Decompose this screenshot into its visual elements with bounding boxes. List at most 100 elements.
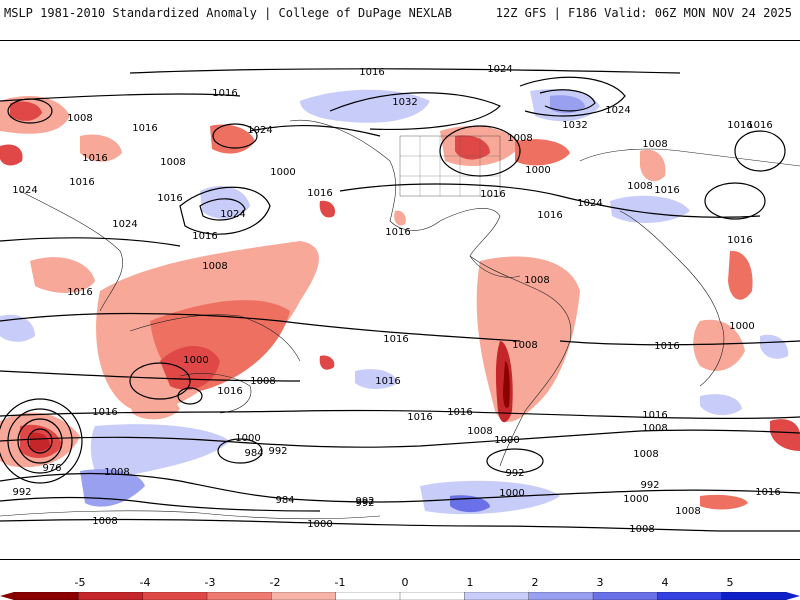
isobar-label: 1016 <box>727 235 752 246</box>
isobar-label: 1008 <box>250 376 275 387</box>
colorbar-tick-label: 2 <box>531 576 539 589</box>
isobar-label: 1000 <box>499 488 524 499</box>
colorbar-tick-label: -1 <box>334 576 346 589</box>
isobar-label: 1008 <box>524 275 549 286</box>
colorbar-tick-label: -5 <box>74 576 86 589</box>
isobar-label: 1016 <box>307 188 332 199</box>
isobar-label: 1000 <box>307 519 332 530</box>
isobar-label: 1008 <box>104 467 129 478</box>
colorbar <box>0 592 800 600</box>
isobar-label: 1016 <box>537 210 562 221</box>
colorbar-right-arrow <box>786 592 800 600</box>
isobar-label: 1016 <box>92 407 117 418</box>
colorbar-tick-label: 3 <box>596 576 604 589</box>
colorbar-tick-label: 0 <box>401 576 409 589</box>
isobar-label: 1008 <box>627 181 652 192</box>
isobar-label: 1016 <box>642 410 667 421</box>
isobar-label: 992 <box>268 446 287 457</box>
isobar-label: 1016 <box>727 120 752 131</box>
isobar-label: 976 <box>42 463 61 474</box>
isobar-label: 1008 <box>675 506 700 517</box>
isobar-label: 1000 <box>525 165 550 176</box>
isobar-label: 1016 <box>359 67 384 78</box>
colorbar-swatch <box>335 592 401 600</box>
colorbar-tick-label: -3 <box>204 576 216 589</box>
negative-anomaly-areas <box>0 96 800 510</box>
isobar-label: 1016 <box>132 123 157 134</box>
isobar-label: 1032 <box>562 120 587 131</box>
isobar-label: 1024 <box>577 198 602 209</box>
colorbar-swatch <box>592 592 658 600</box>
colorbar-swatch <box>206 592 272 600</box>
isobar-label: 1016 <box>192 231 217 242</box>
map-title: MSLP 1981-2010 Standardized Anomaly | Co… <box>4 6 452 20</box>
isobar-label: 1016 <box>67 287 92 298</box>
isobar-label: 1008 <box>629 524 654 535</box>
isobar-label: 1016 <box>480 189 505 200</box>
isobar-label: 1024 <box>247 125 272 136</box>
isobar-label: 1016 <box>82 153 107 164</box>
isobar-label: 1016 <box>375 376 400 387</box>
coastlines <box>0 119 800 520</box>
isobar-label: 1008 <box>512 340 537 351</box>
isobar-label: 1000 <box>494 435 519 446</box>
colorbar-tick-label: -2 <box>269 576 281 589</box>
isobar-label: 1008 <box>642 423 667 434</box>
colorbar-swatch <box>721 592 787 600</box>
isobar-label: 992 <box>12 487 31 498</box>
isobar-label: 1008 <box>202 261 227 272</box>
isobar-label: 1024 <box>487 64 512 75</box>
isobars <box>0 68 800 532</box>
isobar-label: 1016 <box>385 227 410 238</box>
isobar-label: 1000 <box>623 494 648 505</box>
colorbar-swatch <box>657 592 723 600</box>
model-run-info: 12Z GFS | F186 Valid: 06Z MON NOV 24 202… <box>495 6 792 20</box>
isobar-label: 984 <box>244 448 263 459</box>
isobar-label: 1016 <box>447 407 472 418</box>
colorbar-swatch <box>13 592 79 600</box>
isobar-labels: 1016 102410161008101610161024103210081032… <box>12 64 780 535</box>
isobar-label: 1000 <box>270 167 295 178</box>
isobar-label: 992 <box>640 480 659 491</box>
isobar-label: 984 <box>275 495 294 506</box>
isobar-label: 1016 <box>212 88 237 99</box>
isobar-label: 1008 <box>507 133 532 144</box>
isobar-label: 1008 <box>642 139 667 150</box>
colorbar-tick-label: 1 <box>466 576 474 589</box>
isobar-label: 1016 <box>755 487 780 498</box>
isobar-label: 1008 <box>92 516 117 527</box>
colorbar-left-arrow <box>0 592 14 600</box>
isobar-label: 1008 <box>160 157 185 168</box>
colorbar-tick-label: 4 <box>661 576 669 589</box>
isobar-label: 1016 <box>157 193 182 204</box>
isobar-label: 1016 <box>217 386 242 397</box>
isobar-label: 1016 <box>747 120 772 131</box>
colorbar-swatch <box>464 592 530 600</box>
isobar-label: 1024 <box>605 105 630 116</box>
isobar-label: 1008 <box>467 426 492 437</box>
isobar-label: 1024 <box>112 219 137 230</box>
isobar-label: 1000 <box>729 321 754 332</box>
positive-anomaly-areas <box>0 89 789 515</box>
colorbar-swatch <box>528 592 594 600</box>
anomaly-map[interactable]: 1016 1024 1016 1008 1016 1016 1024 1032 1008 1032… <box>0 40 800 560</box>
isobar-label: 1008 <box>633 449 658 460</box>
isobar-label: 1000 <box>183 355 208 366</box>
isobar-label: 992 <box>505 468 524 479</box>
colorbar-tick-label: -4 <box>139 576 151 589</box>
isobar-label: 992 <box>355 496 374 507</box>
isobar-label: 1000 <box>235 433 260 444</box>
isobar-label: 1016 <box>69 177 94 188</box>
colorbar-swatch <box>142 592 208 600</box>
isobar-label: 1016 <box>383 334 408 345</box>
isobar-label: 1032 <box>392 97 417 108</box>
colorbar-swatch <box>399 592 465 600</box>
isobar-label: 1008 <box>67 113 92 124</box>
isobar-label: 1016 <box>654 341 679 352</box>
isobar-label: 1016 <box>654 185 679 196</box>
isobar-label: 1016 <box>407 412 432 423</box>
colorbar-swatch <box>78 592 144 600</box>
isobar-label: 992 <box>355 498 374 509</box>
colorbar-tick-label: 5 <box>726 576 734 589</box>
colorbar-swatch <box>271 592 337 600</box>
